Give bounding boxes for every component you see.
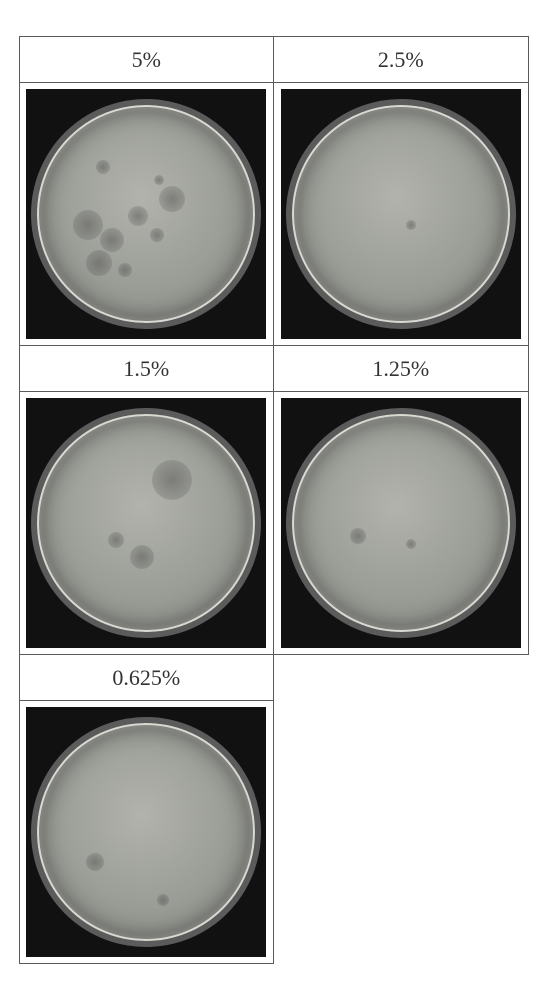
colony-spot <box>96 160 110 174</box>
dish-frame <box>26 89 266 339</box>
colony-spot <box>86 250 112 276</box>
panel-label: 1.5% <box>19 346 274 392</box>
colony-spot <box>406 220 416 230</box>
empty-cell <box>274 655 529 701</box>
panel-image <box>274 392 529 655</box>
colony-spot <box>350 528 366 544</box>
dish-frame <box>281 89 521 339</box>
dish-frame <box>26 707 266 957</box>
colony-spot <box>128 206 148 226</box>
colony-spot <box>150 228 164 242</box>
petri-dish <box>37 723 255 941</box>
petri-dish <box>292 414 510 632</box>
colony-spot <box>159 186 185 212</box>
colony-spot <box>118 263 132 277</box>
panel-label: 1.25% <box>274 346 529 392</box>
colony-spot <box>152 460 192 500</box>
panel-image <box>19 392 274 655</box>
colony-spot <box>406 539 416 549</box>
empty-cell <box>274 701 529 964</box>
dish-frame <box>281 398 521 648</box>
colony-spot <box>100 228 124 252</box>
panel-image <box>274 83 529 346</box>
panel-label: 0.625% <box>19 655 274 701</box>
colony-spot <box>108 532 124 548</box>
panel-label: 2.5% <box>274 37 529 83</box>
colony-spot <box>154 175 164 185</box>
colony-spot <box>86 853 104 871</box>
petri-dish-grid: 5% 2.5% 1.5% 1.25% <box>19 36 529 964</box>
panel-image <box>19 83 274 346</box>
colony-spot <box>157 894 169 906</box>
colony-spot <box>130 545 154 569</box>
colony-spot <box>73 210 103 240</box>
petri-dish <box>37 414 255 632</box>
panel-image <box>19 701 274 964</box>
petri-dish <box>292 105 510 323</box>
dish-frame <box>26 398 266 648</box>
petri-dish <box>37 105 255 323</box>
panel-label: 5% <box>19 37 274 83</box>
